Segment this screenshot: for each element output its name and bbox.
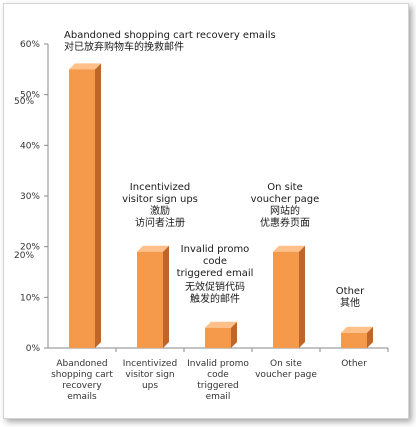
annotation-invalid-en-2: code: [202, 256, 228, 267]
bar: [137, 251, 163, 348]
annotation-invalid-en-1: Invalid promo: [180, 244, 250, 255]
annotation-abandoned-zh: 对已放弃购物车的挽救邮件: [64, 42, 184, 53]
annotation-abandoned-en: Abandoned shopping cart recovery emails: [64, 30, 276, 41]
annotation-onsite: On site voucher page 网站的 优惠券页面: [242, 182, 328, 230]
annotation-incentivized: Incentivized visitor sign ups 激励 访问者注册: [120, 182, 200, 230]
bar-side: [299, 245, 305, 348]
y-tick-label: 40%: [20, 141, 40, 151]
bar: [69, 69, 95, 348]
bar: [273, 251, 299, 348]
bar-top: [273, 245, 305, 252]
annotation-incentivized-zh-2: 访问者注册: [135, 218, 185, 229]
bar-side: [367, 326, 373, 348]
annotation-invalid: Invalid promo code triggered email 无效促销代…: [172, 244, 258, 306]
bar-top: [69, 63, 101, 70]
annotation-onsite-zh-1: 网站的: [270, 206, 300, 217]
y-tick-label: 30%: [20, 192, 40, 202]
annotation-onsite-zh-2: 优惠券页面: [260, 218, 310, 229]
x-tick-label: Other: [341, 359, 367, 369]
y-tick-label: 10%: [20, 293, 40, 303]
annotation-other-zh: 其他: [340, 298, 360, 309]
annotation-other-en: Other: [335, 286, 365, 297]
ytick-annotation-50: 50%: [14, 97, 35, 107]
annotation-abandoned: Abandoned shopping cart recovery emails …: [64, 30, 276, 54]
annotation-other: Other 其他: [322, 286, 378, 310]
x-tick-label: Incentivized visitor sign ups: [123, 359, 177, 391]
x-tick-label: Invalid promo code triggered email: [187, 359, 249, 402]
annotation-incentivized-en-1: Incentivized: [129, 182, 191, 193]
bar-side: [231, 321, 237, 348]
bar: [205, 327, 231, 348]
y-tick-label: 0%: [26, 344, 41, 354]
x-tick-label: On site voucher page: [255, 359, 317, 380]
bar-side: [163, 245, 169, 348]
y-tick-label: 60%: [20, 40, 40, 50]
annotation-invalid-zh-2: 触发的邮件: [190, 294, 240, 305]
x-tick-label: Abandoned shopping cart recovery emails: [51, 359, 113, 402]
annotation-onsite-en-2: voucher page: [250, 194, 320, 205]
annotation-incentivized-zh-1: 激励: [150, 206, 170, 217]
y-tick-label: 20%: [20, 243, 40, 253]
bar-side: [95, 63, 101, 348]
y-tick-label: 50%: [20, 91, 40, 101]
bar: [341, 332, 367, 348]
annotation-invalid-zh-1: 无效促销代码: [185, 282, 245, 293]
bar-top: [137, 245, 169, 252]
annotation-invalid-en-3: triggered email: [176, 268, 254, 279]
ytick-annotation-20: 20%: [14, 251, 35, 261]
bar-top: [341, 326, 373, 333]
annotation-incentivized-en-2: visitor sign ups: [122, 194, 198, 205]
annotation-onsite-en-1: On site: [267, 182, 303, 193]
bar-top: [205, 321, 237, 328]
